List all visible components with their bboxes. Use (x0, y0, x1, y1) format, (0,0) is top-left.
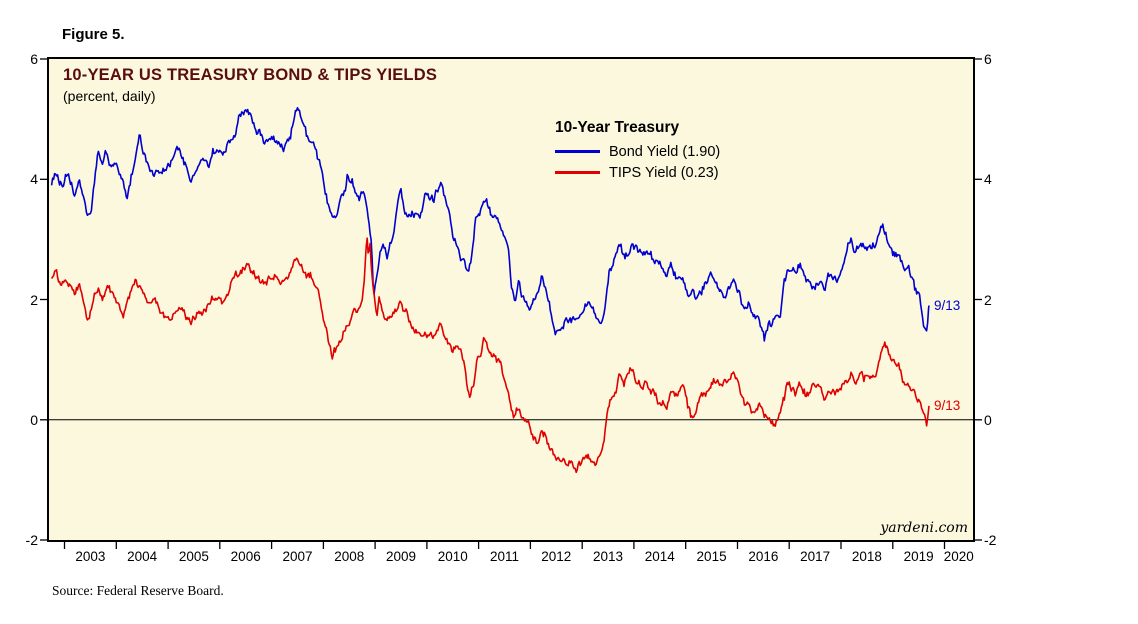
legend: 10-Year Treasury Bond Yield (1.90) TIPS … (555, 119, 720, 183)
x-axis-label: 2012 (541, 549, 572, 564)
y-axis-label-right: -2 (984, 532, 997, 548)
x-axis-label: 2020 (943, 549, 974, 564)
x-axis-label: 2009 (385, 549, 417, 564)
source-note: Source: Federal Reserve Board. (52, 583, 224, 598)
bond-end-date-label: 9/13 (934, 297, 961, 313)
x-axis-label: 2015 (696, 549, 727, 564)
y-axis-label-right: 4 (984, 171, 992, 188)
y-axis-label-right: 2 (984, 291, 992, 308)
x-axis-label: 2014 (644, 549, 675, 564)
y-axis-label-left: 4 (30, 171, 38, 188)
chart-title: 10-YEAR US TREASURY BOND & TIPS YIELDS (63, 66, 438, 84)
chart-canvas (49, 107, 973, 474)
x-axis-label: 2013 (593, 549, 624, 564)
chart-subtitle: (percent, daily) (63, 88, 156, 104)
y-axis-label-left: -2 (25, 532, 38, 548)
y-axis-label-left: 6 (30, 51, 38, 67)
bond-series-line (50, 107, 930, 342)
figure-label: Figure 5. (62, 26, 125, 43)
tips-series-line (50, 237, 930, 474)
bond-line-swatch (555, 150, 600, 153)
x-axis-label: 2017 (800, 549, 831, 564)
x-axis-label: 2018 (851, 549, 882, 564)
x-axis-label: 2005 (178, 549, 209, 564)
y-axis-label-left: 0 (30, 411, 38, 428)
tips-end-date-label: 9/13 (934, 397, 961, 413)
x-axis-label: 2019 (903, 549, 934, 564)
legend-title: 10-Year Treasury (555, 119, 680, 136)
legend-item-bond: Bond Yield (1.90) (555, 141, 720, 162)
bond-legend-label: Bond Yield (1.90) (609, 143, 721, 160)
x-axis-label: 2011 (490, 549, 520, 564)
y-axis-label-left: 2 (30, 291, 38, 308)
tips-line-swatch (555, 171, 600, 174)
x-axis-label: 2016 (748, 549, 779, 564)
x-axis-label: 2010 (437, 549, 468, 564)
plot-area: 10-YEAR US TREASURY BOND & TIPS YIELDS (… (47, 57, 975, 542)
y-axis-label-right: 6 (984, 51, 992, 67)
legend-item-tips: TIPS Yield (0.23) (555, 162, 720, 183)
x-axis-label: 2008 (334, 549, 365, 564)
tips-legend-label: TIPS Yield (0.23) (609, 164, 719, 181)
x-axis-label: 2003 (75, 549, 106, 564)
x-axis-label: 2004 (127, 549, 158, 564)
y-axis-label-right: 0 (984, 411, 992, 428)
x-axis-label: 2007 (282, 549, 313, 564)
x-axis-label: 2006 (230, 549, 261, 564)
watermark: yardeni.com (880, 520, 968, 536)
